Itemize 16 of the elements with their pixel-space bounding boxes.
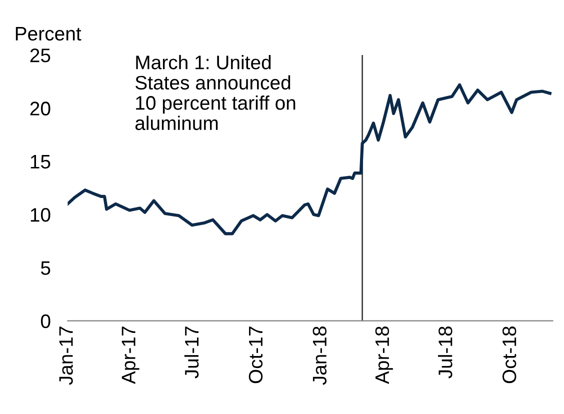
x-tick-label: Jul-17 bbox=[184, 326, 199, 378]
y-axis-title: Percent bbox=[16, 27, 82, 41]
annotation: March 1: United States announced 10 percent tariff on aluminum bbox=[135, 55, 296, 130]
y-tick-label: 0 bbox=[40, 314, 50, 328]
x-tick-label: Apr-18 bbox=[375, 326, 393, 384]
y-tick-label: 15 bbox=[30, 155, 50, 169]
y-tick-label: 5 bbox=[40, 261, 50, 275]
x-tick-label: Apr-17 bbox=[122, 326, 140, 384]
y-tick-label: 10 bbox=[30, 208, 50, 222]
y-tick-label: 20 bbox=[30, 102, 50, 116]
x-tick-label: Oct-17 bbox=[248, 326, 263, 384]
x-tick-label: Jan-17 bbox=[59, 326, 73, 385]
y-tick-label: 25 bbox=[30, 48, 50, 62]
x-tick-label: Jul-18 bbox=[438, 326, 452, 378]
x-tick-label: Jan-18 bbox=[312, 326, 327, 385]
x-tick-label: Oct-18 bbox=[502, 326, 516, 384]
